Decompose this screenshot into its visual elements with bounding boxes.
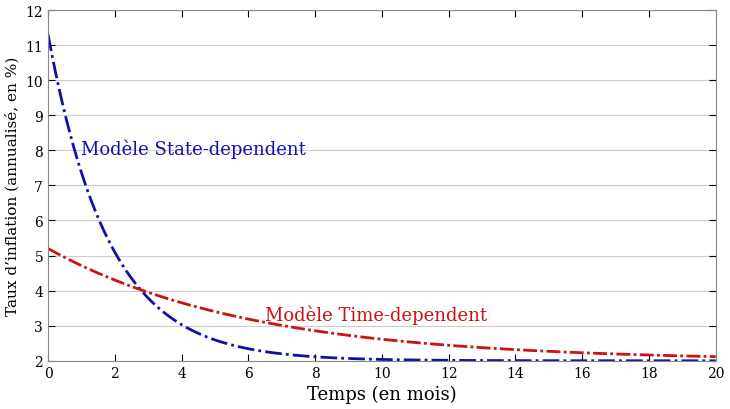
Y-axis label: Taux d’inflation (annualisé, en %): Taux d’inflation (annualisé, en %) bbox=[6, 56, 20, 315]
X-axis label: Temps (en mois): Temps (en mois) bbox=[307, 385, 457, 403]
Text: Modèle Time-dependent: Modèle Time-dependent bbox=[265, 305, 487, 325]
Text: Modèle State-dependent: Modèle State-dependent bbox=[82, 139, 307, 158]
